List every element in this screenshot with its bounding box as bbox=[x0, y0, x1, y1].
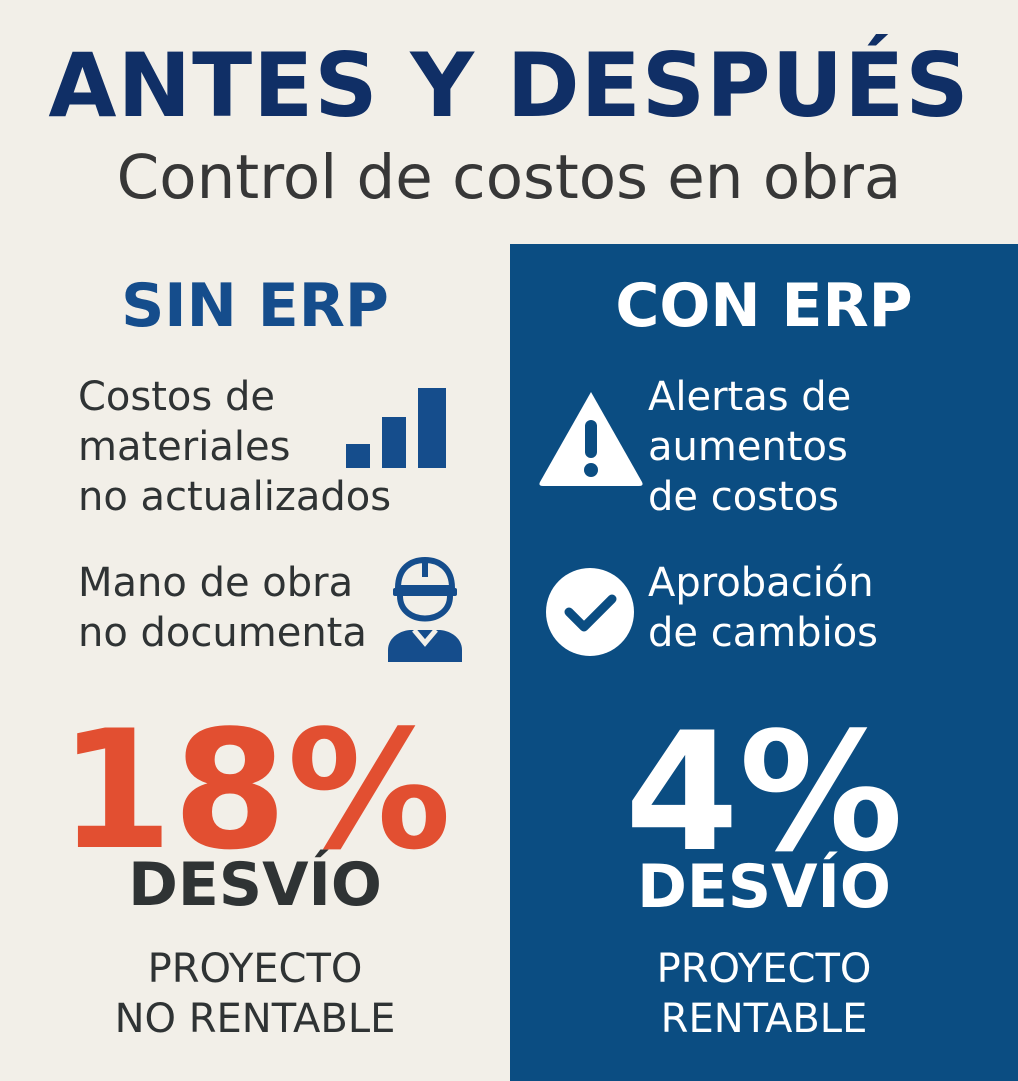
right-deviation-percent: 4% bbox=[624, 697, 904, 888]
header: ANTES Y DESPUÉS Control de costos en obr… bbox=[0, 0, 1018, 240]
page-title: ANTES Y DESPUÉS bbox=[48, 34, 970, 137]
check-circle-icon bbox=[546, 568, 634, 656]
right-deviation-label: DESVÍO bbox=[637, 852, 891, 922]
without-erp-panel: SIN ERP Costos de materiales no actualiz… bbox=[0, 244, 510, 1081]
left-project-status: PROYECTO NO RENTABLE bbox=[114, 946, 396, 1042]
with-erp-title: CON ERP bbox=[615, 271, 913, 341]
without-erp-title: SIN ERP bbox=[121, 271, 389, 341]
right-item-alerts-text: Alertas de aumentos de costos bbox=[648, 374, 852, 520]
bar-chart-icon bbox=[346, 388, 446, 468]
left-deviation-label: DESVÍO bbox=[128, 850, 382, 920]
with-erp-panel: CON ERP Alertas de aumentos de costos Ap… bbox=[510, 244, 1018, 1081]
left-item-materials-text: Costos de materiales no actualizados bbox=[78, 374, 392, 520]
right-project-status: PROYECTO RENTABLE bbox=[656, 946, 872, 1042]
warning-icon bbox=[539, 392, 643, 486]
right-item-approval-text: Aprobación de cambios bbox=[648, 560, 878, 656]
left-deviation-percent: 18% bbox=[58, 695, 452, 886]
left-item-labor-text: Mano de obra no documenta bbox=[78, 560, 367, 656]
page-subtitle: Control de costos en obra bbox=[116, 142, 902, 213]
construction-worker-icon bbox=[388, 556, 462, 662]
